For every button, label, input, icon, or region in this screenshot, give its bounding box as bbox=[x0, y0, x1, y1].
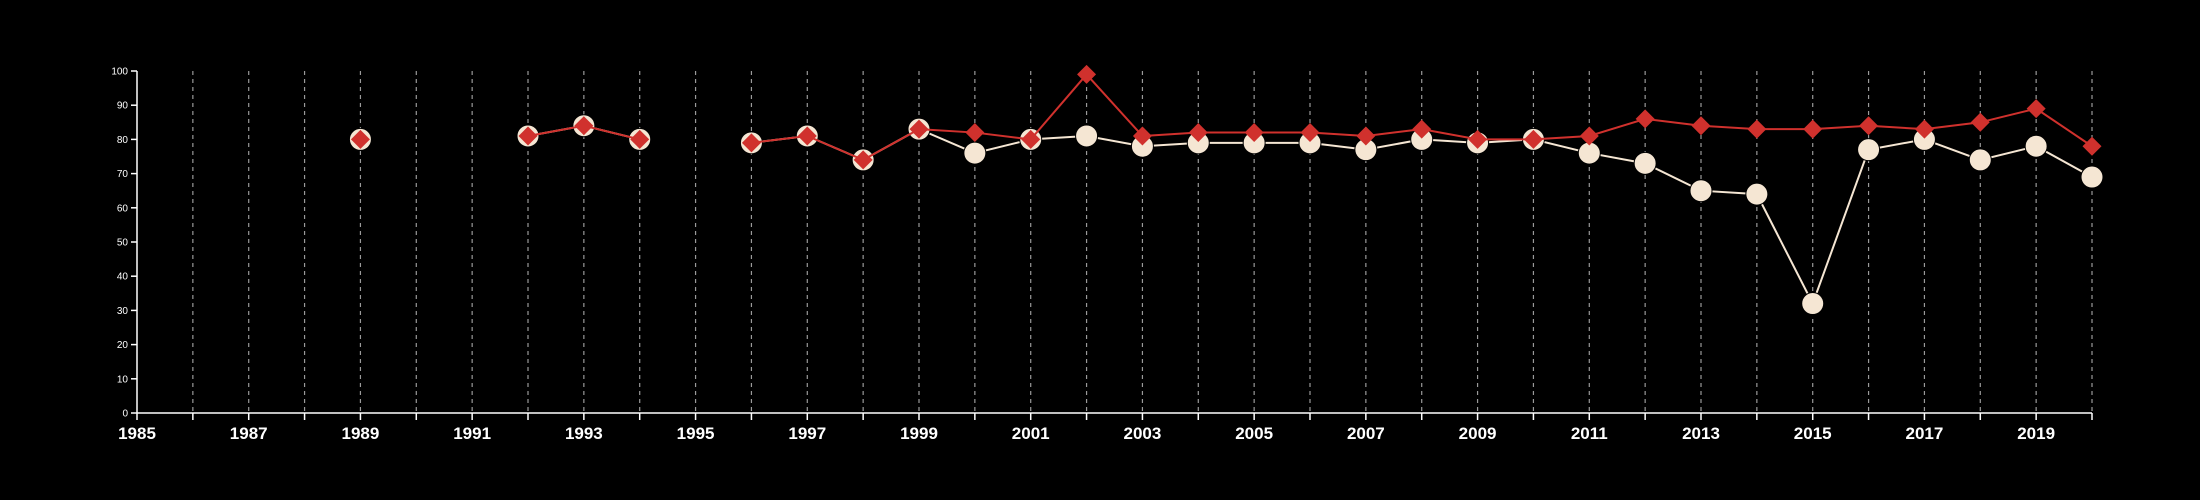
series-layer bbox=[348, 64, 2104, 316]
data-point-diamond bbox=[1412, 119, 1432, 139]
data-point-diamond bbox=[853, 150, 873, 170]
x-tick-label: 2019 bbox=[2017, 424, 2055, 443]
data-point-circle bbox=[1689, 179, 1713, 203]
x-tick-label: 1987 bbox=[230, 424, 268, 443]
x-tick-label: 2017 bbox=[1906, 424, 1944, 443]
data-point-circle bbox=[1745, 182, 1769, 206]
data-point-diamond bbox=[630, 129, 650, 149]
data-point-circle bbox=[963, 141, 987, 165]
data-point-diamond bbox=[1244, 123, 1264, 143]
data-point-circle bbox=[2080, 165, 2104, 189]
x-tick-label: 1991 bbox=[453, 424, 491, 443]
y-tick-label: 10 bbox=[117, 374, 129, 385]
vertical-grid bbox=[192, 71, 2093, 413]
x-tick-label: 2003 bbox=[1124, 424, 1162, 443]
data-point-diamond bbox=[797, 126, 817, 146]
y-axis: 0 10 20 30 40 50 60 70 80 90 100 bbox=[111, 67, 138, 420]
data-point-circle bbox=[1633, 151, 1657, 175]
data-point-diamond bbox=[1468, 129, 1488, 149]
data-point-diamond bbox=[350, 129, 370, 149]
x-tick-label: 2011 bbox=[1571, 424, 1608, 443]
data-point-diamond bbox=[1188, 123, 1208, 143]
x-tick-label: 1993 bbox=[565, 424, 603, 443]
data-point-circle bbox=[2024, 134, 2048, 158]
data-point-diamond bbox=[1859, 116, 1879, 136]
y-tick-label: 100 bbox=[111, 67, 128, 78]
data-point-diamond bbox=[1914, 119, 1934, 139]
data-point-circle bbox=[1075, 124, 1099, 148]
x-tick-label: 1997 bbox=[788, 424, 826, 443]
x-tick-label: 2013 bbox=[1682, 424, 1720, 443]
y-tick-label: 70 bbox=[117, 169, 129, 180]
data-point-diamond bbox=[1970, 112, 1990, 132]
data-point-diamond bbox=[518, 126, 538, 146]
data-point-diamond bbox=[1747, 119, 1767, 139]
data-point-diamond bbox=[1077, 64, 1097, 84]
data-point-diamond bbox=[1356, 126, 1376, 146]
data-point-diamond bbox=[1300, 123, 1320, 143]
data-point-diamond bbox=[2082, 136, 2102, 156]
x-tick-label: 1989 bbox=[342, 424, 380, 443]
data-point-diamond bbox=[1635, 109, 1655, 129]
y-tick-label: 0 bbox=[122, 409, 128, 420]
data-point-diamond bbox=[1579, 126, 1599, 146]
data-point-diamond bbox=[1803, 119, 1823, 139]
y-tick-label: 50 bbox=[117, 238, 129, 249]
x-tick-label: 2001 bbox=[1012, 424, 1050, 443]
x-tick-label: 2015 bbox=[1794, 424, 1832, 443]
data-point-diamond bbox=[1691, 116, 1711, 136]
data-point-diamond bbox=[574, 116, 594, 136]
data-point-circle bbox=[1857, 138, 1881, 162]
x-tick-label: 2007 bbox=[1347, 424, 1385, 443]
y-tick-label: 30 bbox=[117, 306, 129, 317]
data-point-diamond bbox=[1523, 129, 1543, 149]
x-tick-label: 1999 bbox=[900, 424, 938, 443]
x-tick-label: 2009 bbox=[1459, 424, 1497, 443]
data-point-diamond bbox=[1021, 129, 1041, 149]
x-axis: 1985 1987 1989 1991 1993 1995 1997 1999 2001 2003… bbox=[118, 412, 2093, 443]
x-tick-label: 2005 bbox=[1235, 424, 1273, 443]
data-point-diamond bbox=[1132, 126, 1152, 146]
data-point-diamond bbox=[909, 119, 929, 139]
y-tick-label: 80 bbox=[117, 135, 129, 146]
x-tick-label: 1985 bbox=[118, 424, 156, 443]
data-point-diamond bbox=[741, 133, 761, 153]
series-circle bbox=[348, 114, 2104, 316]
data-point-diamond bbox=[965, 123, 985, 143]
data-point-circle bbox=[1801, 292, 1825, 316]
data-point-diamond bbox=[2026, 99, 2046, 119]
data-point-circle bbox=[1968, 148, 1992, 172]
x-tick-label: 1995 bbox=[677, 424, 715, 443]
series-diamond bbox=[350, 64, 2102, 170]
y-tick-label: 40 bbox=[117, 272, 129, 283]
y-tick-label: 60 bbox=[117, 203, 129, 214]
y-tick-label: 20 bbox=[117, 340, 129, 351]
y-tick-label: 90 bbox=[117, 101, 129, 112]
